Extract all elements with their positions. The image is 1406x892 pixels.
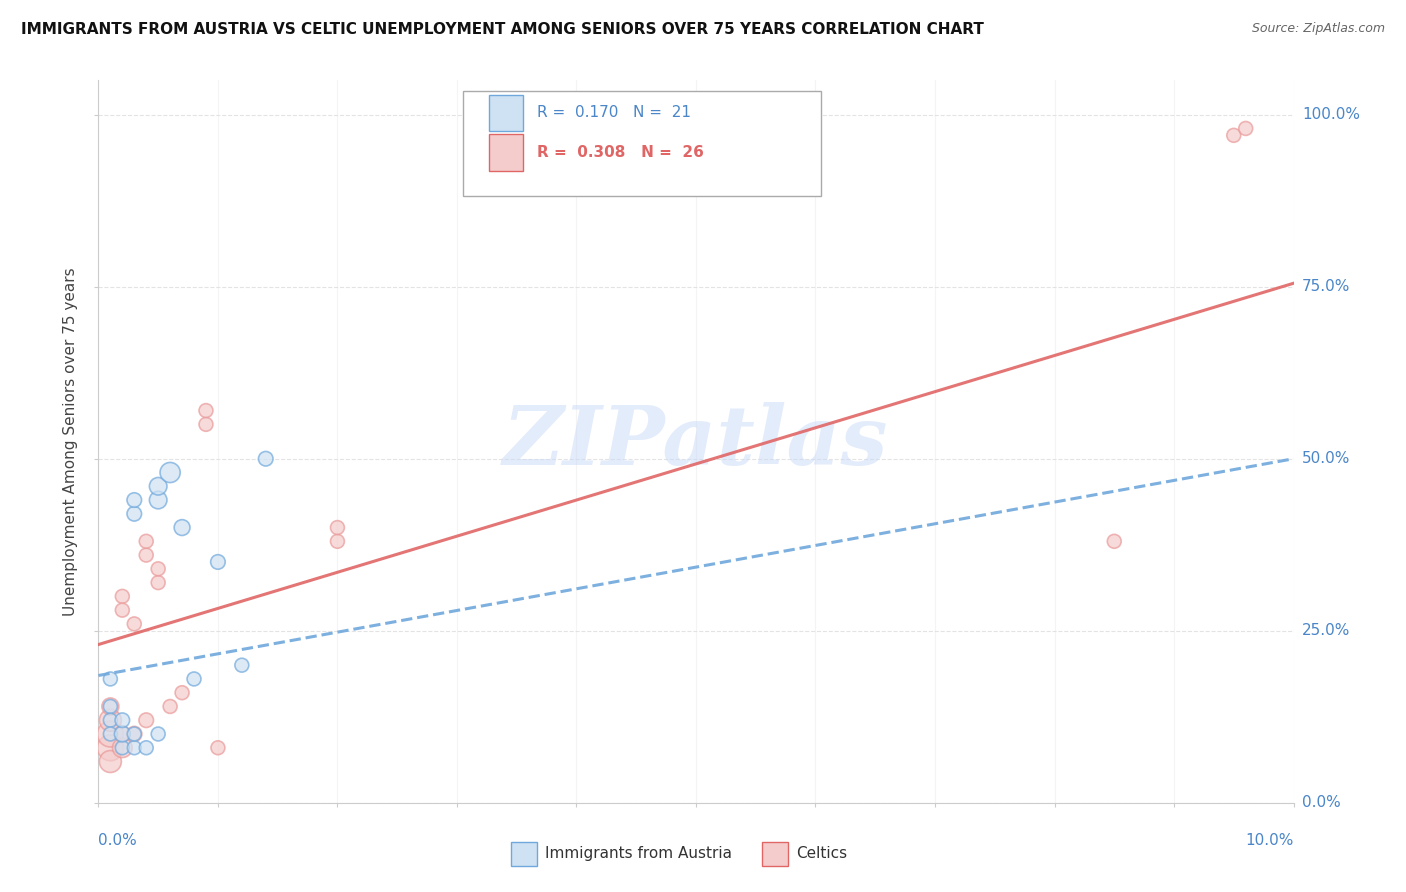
Y-axis label: Unemployment Among Seniors over 75 years: Unemployment Among Seniors over 75 years (63, 268, 79, 615)
Point (98, 699, 122, 714)
Point (159, 699, 181, 714)
Text: 100.0%: 100.0% (1302, 107, 1360, 122)
Text: 0.0%: 0.0% (98, 833, 138, 848)
Text: ZIPatlas: ZIPatlas (503, 401, 889, 482)
Point (124, 507, 146, 521)
Point (111, 727, 134, 741)
Point (111, 603, 134, 617)
Point (98, 672, 122, 686)
Point (207, 740, 229, 755)
Point (159, 466, 181, 480)
Text: IMMIGRANTS FROM AUSTRIA VS CELTIC UNEMPLOYMENT AMONG SENIORS OVER 75 YEARS CORRE: IMMIGRANTS FROM AUSTRIA VS CELTIC UNEMPL… (21, 22, 984, 37)
Point (326, 520, 349, 534)
Point (195, 403, 218, 417)
Text: 50.0%: 50.0% (1302, 451, 1350, 467)
Point (98, 713, 122, 727)
Point (98, 755, 122, 769)
Point (98, 713, 122, 727)
Point (98, 699, 122, 714)
Point (326, 534, 349, 549)
FancyBboxPatch shape (489, 135, 523, 170)
Point (124, 616, 146, 631)
Point (98, 727, 122, 741)
Point (124, 493, 146, 508)
Point (195, 417, 218, 432)
Point (231, 658, 253, 673)
Text: R =  0.170   N =  21: R = 0.170 N = 21 (537, 105, 690, 120)
Point (148, 479, 170, 493)
Point (1104, 534, 1126, 549)
Point (1234, 121, 1257, 136)
Text: 75.0%: 75.0% (1302, 279, 1350, 294)
Point (98, 740, 122, 755)
Point (148, 727, 170, 741)
Point (111, 590, 134, 604)
Text: R =  0.308   N =  26: R = 0.308 N = 26 (537, 145, 704, 160)
Point (124, 727, 146, 741)
Point (111, 713, 134, 727)
Text: Source: ZipAtlas.com: Source: ZipAtlas.com (1251, 22, 1385, 36)
Point (135, 548, 157, 562)
FancyBboxPatch shape (489, 95, 523, 131)
Point (207, 555, 229, 569)
Text: 10.0%: 10.0% (1246, 833, 1294, 848)
Point (98, 727, 122, 741)
Point (111, 727, 134, 741)
Point (172, 520, 194, 534)
Point (135, 740, 157, 755)
Text: Celtics: Celtics (796, 846, 848, 861)
Point (124, 740, 146, 755)
Point (1223, 128, 1246, 143)
Point (148, 493, 170, 508)
FancyBboxPatch shape (510, 842, 537, 866)
Point (183, 672, 205, 686)
Point (172, 686, 194, 700)
Text: Immigrants from Austria: Immigrants from Austria (546, 846, 733, 861)
Point (111, 740, 134, 755)
Point (135, 534, 157, 549)
Point (254, 451, 277, 466)
FancyBboxPatch shape (463, 91, 821, 196)
Text: 25.0%: 25.0% (1302, 624, 1350, 639)
Point (148, 562, 170, 576)
Point (148, 575, 170, 590)
FancyBboxPatch shape (762, 842, 787, 866)
Point (135, 713, 157, 727)
Point (111, 740, 134, 755)
Point (124, 727, 146, 741)
Text: 0.0%: 0.0% (1302, 796, 1340, 810)
